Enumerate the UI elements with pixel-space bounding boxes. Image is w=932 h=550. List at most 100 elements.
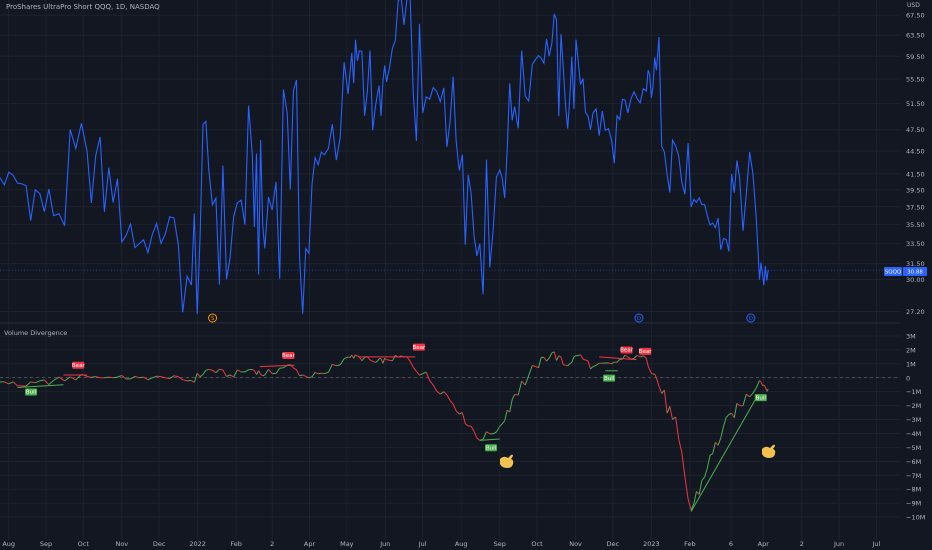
- indicator-segment: [709, 453, 713, 456]
- indicator-segment: [733, 403, 738, 418]
- indicator-segment: [655, 377, 660, 387]
- last-price-tag: [903, 267, 927, 276]
- bull-label-text: Bull: [26, 390, 37, 396]
- indicator-segment: [755, 380, 760, 389]
- indicator-segment: [260, 373, 264, 377]
- indicator-segment: [53, 376, 60, 381]
- indicator-segment: [704, 468, 708, 478]
- event-marker[interactable]: [746, 313, 756, 323]
- time-axis[interactable]: Aug Sep Oct Nov Dec 2022 Feb 2 Apr May Jun Jul Aug Se…: [2, 540, 880, 548]
- price-tick-label: 37.50: [906, 203, 925, 211]
- indicator-segment: [208, 368, 213, 371]
- price-tick-label: 47.50: [906, 126, 925, 134]
- bull-label: [25, 388, 38, 396]
- indicator-segment: [640, 355, 644, 358]
- indicator-segment: [48, 380, 54, 385]
- indicator-segment: [336, 364, 341, 367]
- indicator-segment: [654, 373, 657, 379]
- bear-label: [620, 346, 633, 354]
- indicator-segment: [39, 379, 45, 382]
- indicator-segment: [528, 365, 533, 376]
- indicator-segment: [706, 455, 711, 469]
- indicator-segment: [728, 412, 732, 415]
- indicator-segment: [587, 360, 591, 370]
- indicator-segment: [672, 416, 676, 420]
- indicator-segment: [565, 364, 568, 367]
- indicator-segment: [425, 372, 431, 381]
- indicator-tick-label: −3M: [906, 416, 921, 424]
- divergence-line: [479, 438, 500, 441]
- indicator-segment: [681, 452, 686, 477]
- indicator-segment: [470, 425, 475, 432]
- indicator-segment: [687, 498, 692, 511]
- indicator-segment: [461, 412, 466, 424]
- price-tick-label: 44.50: [906, 148, 925, 156]
- indicator-segment: [661, 389, 665, 394]
- indicator-segment: [139, 376, 144, 379]
- price-axis[interactable]: 67.50 63.50 59.50 55.50 51.50 47.50 44.50 41.50…: [906, 12, 925, 316]
- bull-label-text: Bull: [756, 395, 767, 401]
- indicator-segment: [369, 359, 373, 362]
- indicator-segment: [121, 375, 127, 380]
- indicator-segment: [742, 394, 747, 406]
- x-tick-label: 6: [729, 540, 733, 548]
- event-marker[interactable]: [634, 313, 644, 323]
- indicator-segment: [4, 381, 9, 385]
- indicator-segment: [361, 357, 365, 362]
- indicator-segment: [293, 367, 297, 371]
- x-tick-label: Apr: [758, 540, 770, 548]
- grid: [0, 0, 900, 540]
- indicator-segment: [553, 351, 557, 361]
- indicator-segment: [35, 380, 40, 384]
- indicator-segment: [229, 374, 234, 378]
- indicator-segment: [222, 369, 227, 377]
- price-tick-label: 41.50: [906, 170, 925, 178]
- indicator-segment: [611, 361, 615, 365]
- indicator-segment: [409, 361, 414, 368]
- indicator-segment: [669, 406, 673, 420]
- indicator-segment: [95, 376, 101, 379]
- indicator-segment: [548, 352, 553, 359]
- x-tick-label: 2: [270, 540, 274, 548]
- indicator-segment: [117, 375, 122, 378]
- indicator-title[interactable]: Volume Divergence: [4, 329, 68, 337]
- indicator-segment: [717, 437, 722, 446]
- price-tick-label: 33.50: [906, 240, 925, 248]
- indicator-segment: [389, 359, 393, 362]
- indicator-segment: [446, 394, 451, 401]
- pointer-hand-icon: [762, 444, 776, 458]
- price-tick-label: 30.00: [906, 276, 925, 284]
- chart-title[interactable]: ProShares UltraPro Short QQQ, 1D, NASDAQ: [6, 3, 160, 11]
- indicator-segment: [532, 365, 536, 368]
- indicator-segment: [302, 374, 307, 377]
- bear-label-text: Bear: [282, 353, 296, 359]
- indicator-segment: [590, 366, 594, 370]
- indicator-segment: [256, 370, 260, 375]
- indicator-segment: [569, 361, 573, 365]
- indicator-segment: [666, 406, 671, 414]
- x-tick-label: Apr: [304, 540, 316, 548]
- indicator-segment: [386, 359, 390, 361]
- indicator-segment: [571, 356, 575, 363]
- indicator-axis[interactable]: 3M 2M 1M 0 −1M −2M −3M −4M −5M −6M −7M −8M −9M −10M: [906, 332, 925, 521]
- indicator-segment: [499, 423, 503, 427]
- event-marker[interactable]: [208, 313, 218, 323]
- indicator-segment: [244, 369, 249, 373]
- indicator-segment: [701, 476, 705, 481]
- indicator-tick-label: −6M: [906, 458, 921, 466]
- indicator-segment: [169, 375, 175, 380]
- indicator-segment: [376, 358, 380, 362]
- indicator-segment: [436, 390, 441, 395]
- bear-label-text: Bear: [413, 345, 427, 351]
- indicator-segment: [152, 375, 157, 379]
- indicator-segment: [372, 360, 376, 363]
- indicator-segment: [715, 441, 719, 446]
- x-tick-label: Feb: [684, 540, 696, 548]
- bull-label-text: Bull: [604, 376, 615, 382]
- indicator-segment: [624, 354, 629, 358]
- divergence-line: [259, 364, 295, 368]
- x-tick-label: Oct: [78, 540, 90, 548]
